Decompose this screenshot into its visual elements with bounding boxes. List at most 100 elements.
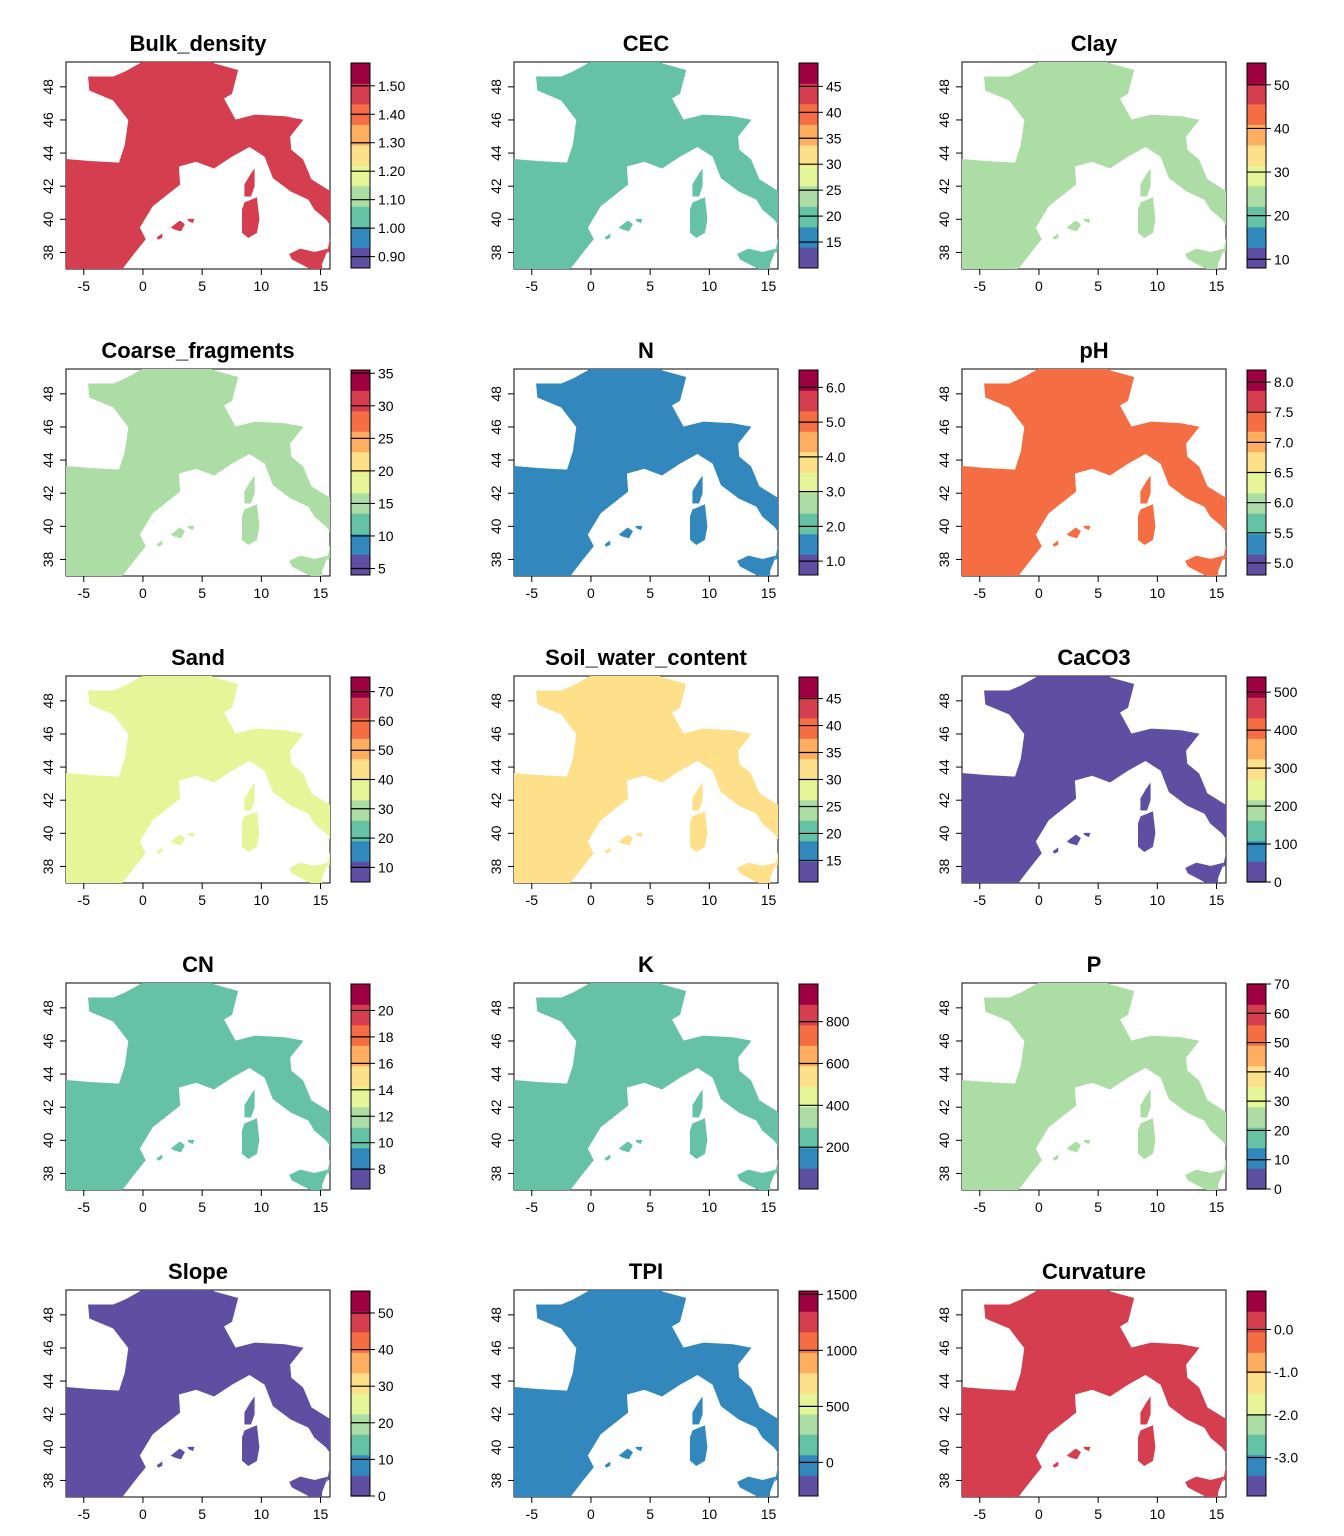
- legend-frame: [798, 62, 819, 269]
- legend-swatch: [351, 1004, 370, 1026]
- legend-tick-label: 18: [378, 1029, 394, 1045]
- y-tick-label: 38: [488, 1165, 504, 1181]
- panel-cn: CN -5 0 5 10 15 38 40 42 44 46 48 8 10 12 14 16 18 20: [40, 952, 394, 1215]
- land-mass: [514, 1290, 778, 1497]
- map-raster: [962, 983, 1226, 1190]
- legend-swatch: [351, 1393, 370, 1415]
- legend-swatch: [1247, 1434, 1266, 1456]
- legend-tick-label: 300: [1274, 760, 1298, 776]
- legend-swatch: [351, 1107, 370, 1128]
- legend: 0 10 20 30 40 50 60 70: [1246, 976, 1290, 1197]
- panel-cec: CEC -5 0 5 10 15 38 40 42 44 46 48 15 20 25 30 35 40 45: [488, 31, 842, 294]
- legend-tick-label: 1.0: [826, 553, 846, 569]
- x-tick-label: 15: [313, 1199, 329, 1215]
- legend-swatch: [1247, 411, 1266, 432]
- panel-title: CEC: [623, 31, 670, 56]
- island: [690, 197, 708, 238]
- y-tick-label: 38: [936, 858, 952, 874]
- legend-swatch: [1247, 370, 1266, 391]
- y-tick-label: 44: [40, 145, 56, 161]
- island: [156, 540, 163, 547]
- legend-tick-label: 30: [378, 801, 394, 817]
- legend-swatch: [1247, 1148, 1266, 1169]
- legend-swatch: [1247, 800, 1266, 821]
- y-tick-label: 46: [936, 726, 952, 742]
- legend-frame: [350, 369, 371, 576]
- legend-swatch: [351, 1291, 370, 1312]
- y-tick-label: 40: [40, 1132, 56, 1148]
- island: [170, 220, 185, 232]
- x-tick-label: -5: [526, 1506, 539, 1522]
- island: [618, 220, 633, 232]
- legend-swatch: [799, 1066, 818, 1087]
- x-tick-label: 0: [139, 278, 147, 294]
- legend: 0 500 1000 1500: [798, 1286, 857, 1497]
- legend-tick-label: 30: [826, 156, 842, 172]
- panel-coarse-fragments: Coarse_fragments -5 0 5 10 15 38 40 42 44 46 48 5 10 1…: [40, 338, 394, 601]
- legend-swatch: [351, 738, 370, 760]
- y-tick-label: 44: [936, 1373, 952, 1389]
- legend-tick-label: 20: [378, 830, 394, 846]
- x-tick-label: 0: [1035, 278, 1043, 294]
- island: [737, 862, 777, 883]
- y-tick-label: 46: [488, 1033, 504, 1049]
- x-tick-label: 0: [587, 892, 595, 908]
- island: [241, 811, 260, 852]
- legend-frame: [350, 62, 371, 269]
- legend: 5.0 5.5 6.0 6.5 7.0 7.5 8.0: [1246, 369, 1294, 576]
- legend: 0 100 200 300 400 500: [1246, 676, 1298, 890]
- legend-tick-label: 20: [378, 1415, 394, 1431]
- island: [1052, 540, 1059, 547]
- island: [1066, 1448, 1081, 1460]
- y-tick-label: 40: [936, 518, 952, 534]
- legend-swatch: [799, 718, 818, 739]
- y-tick-label: 48: [488, 79, 504, 95]
- x-tick-label: 15: [761, 1199, 777, 1215]
- legend-swatch: [351, 1455, 370, 1476]
- y-tick-label: 42: [936, 1099, 952, 1115]
- legend-swatch: [799, 1455, 818, 1476]
- y-tick-label: 46: [936, 112, 952, 128]
- land-mass: [514, 369, 778, 576]
- island: [156, 1461, 163, 1468]
- legend-tick-label: 40: [826, 718, 842, 734]
- land-mass: [66, 369, 330, 576]
- x-tick-label: 10: [254, 892, 270, 908]
- y-tick-label: 44: [40, 759, 56, 775]
- legend-tick-label: 15: [826, 852, 842, 868]
- y-tick-label: 40: [40, 825, 56, 841]
- legend-tick-label: 8: [378, 1161, 386, 1177]
- land-mass: [962, 62, 1226, 269]
- y-tick-label: 38: [488, 551, 504, 567]
- panel-clay: Clay -5 0 5 10 15 38 40 42 44 46 48 10 20 30 40 50: [936, 31, 1290, 294]
- y-tick-label: 46: [488, 419, 504, 435]
- legend-tick-label: 0: [1274, 874, 1282, 890]
- y-tick-label: 40: [488, 518, 504, 534]
- land-mass: [66, 1290, 330, 1497]
- y-tick-label: 48: [936, 693, 952, 709]
- legend-tick-label: 10: [1274, 1152, 1290, 1168]
- x-tick-label: 10: [702, 892, 718, 908]
- legend-tick-label: 5: [378, 560, 386, 576]
- x-tick-label: 5: [646, 1199, 654, 1215]
- map-raster: [514, 676, 778, 883]
- legend-swatch: [351, 1127, 370, 1149]
- y-tick-label: 44: [936, 452, 952, 468]
- legend-tick-label: 1.00: [378, 220, 405, 236]
- x-tick-label: 0: [139, 1506, 147, 1522]
- island: [170, 527, 185, 539]
- x-tick-label: 15: [313, 1506, 329, 1522]
- legend-swatch: [351, 1332, 370, 1353]
- legend-swatch: [1247, 697, 1266, 719]
- legend-swatch: [351, 186, 370, 207]
- y-tick-label: 46: [936, 419, 952, 435]
- island: [692, 1089, 703, 1118]
- x-tick-label: 5: [198, 585, 206, 601]
- legend-swatch: [351, 1434, 370, 1456]
- y-tick-label: 38: [40, 244, 56, 260]
- panel-title: P: [1087, 952, 1102, 977]
- island: [289, 1169, 329, 1190]
- panel-tpi: TPI -5 0 5 10 15 38 40 42 44 46 48 0 500 1000 1500: [488, 1259, 857, 1522]
- legend-tick-label: 100: [1274, 836, 1298, 852]
- legend-swatch: [1247, 104, 1266, 125]
